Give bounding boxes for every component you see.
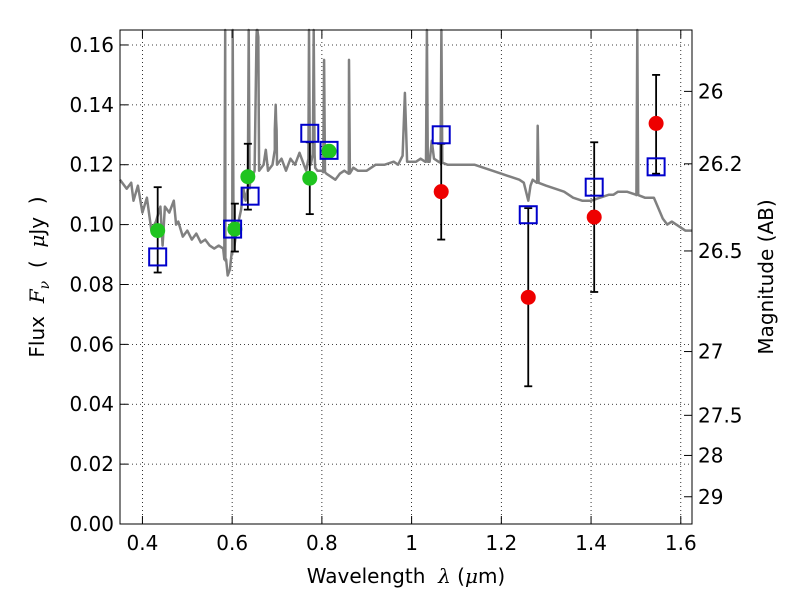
y2-tick-label: 26.2 xyxy=(698,152,743,176)
x-tick-label: 0.8 xyxy=(306,531,338,555)
y2-tick-label: 26.5 xyxy=(698,239,743,263)
red-point xyxy=(520,289,536,305)
model-square-point xyxy=(518,205,538,225)
x-tick-label: 0.4 xyxy=(127,531,159,555)
red-point xyxy=(433,184,449,200)
y-tick-label: 0.08 xyxy=(69,272,114,296)
model-square-point xyxy=(584,177,604,197)
y2-axis-label: Magnitude (AB) xyxy=(754,199,778,354)
model-square-point xyxy=(431,125,451,145)
data-markers xyxy=(148,115,666,305)
green-point xyxy=(227,221,243,237)
green-point xyxy=(150,223,166,239)
model-square-point xyxy=(148,247,168,267)
model-square-point xyxy=(223,219,243,239)
x-axis-label: Wavelength λ (μm) xyxy=(307,564,506,588)
axis-ticks xyxy=(120,30,692,525)
green-point xyxy=(240,169,256,185)
y-tick-label: 0.04 xyxy=(69,392,114,416)
model-square-point xyxy=(300,123,320,143)
model-spectrum-line xyxy=(118,28,692,277)
y-tick-label: 0.14 xyxy=(69,93,114,117)
y-axis-label: Flux Fν ( μJy ) xyxy=(25,196,53,357)
y2-tick-label: 28 xyxy=(698,443,723,467)
red-point xyxy=(586,209,602,225)
x-tick-label: 1.4 xyxy=(575,531,607,555)
x-tick-label: 1.6 xyxy=(665,531,697,555)
y2-tick-label: 29 xyxy=(698,485,723,509)
x-tick-labels: 0.4 0.6 0.8 1 1.2 1.4 1.6 xyxy=(127,531,697,555)
model-square-point xyxy=(646,157,666,177)
x-tick-label: 1 xyxy=(405,531,418,555)
y-tick-label: 0.06 xyxy=(69,332,114,356)
y2-tick-label: 26 xyxy=(698,79,723,103)
red-point xyxy=(648,115,664,131)
model-spectrum xyxy=(118,28,692,277)
y-tick-labels: 0.00 0.02 0.04 0.06 0.08 0.10 0.12 0.14 0.16 xyxy=(69,33,114,536)
green-point xyxy=(302,170,318,186)
x-tick-label: 1.2 xyxy=(485,531,517,555)
y-tick-label: 0.10 xyxy=(69,213,114,237)
x-tick-label: 0.6 xyxy=(216,531,248,555)
green-point xyxy=(321,143,337,159)
y2-tick-label: 27 xyxy=(698,340,723,364)
y2-tick-label: 27.5 xyxy=(698,403,743,427)
y-tick-label: 0.00 xyxy=(69,512,114,536)
model-square-point xyxy=(319,140,339,160)
plot-frame xyxy=(119,29,693,525)
y2-tick-labels: 26 26.2 26.5 27 27.5 28 29 xyxy=(698,79,743,508)
y-tick-label: 0.02 xyxy=(69,452,114,476)
model-square-point xyxy=(240,186,260,206)
y-tick-label: 0.12 xyxy=(69,153,114,177)
y-tick-label: 0.16 xyxy=(69,33,114,57)
